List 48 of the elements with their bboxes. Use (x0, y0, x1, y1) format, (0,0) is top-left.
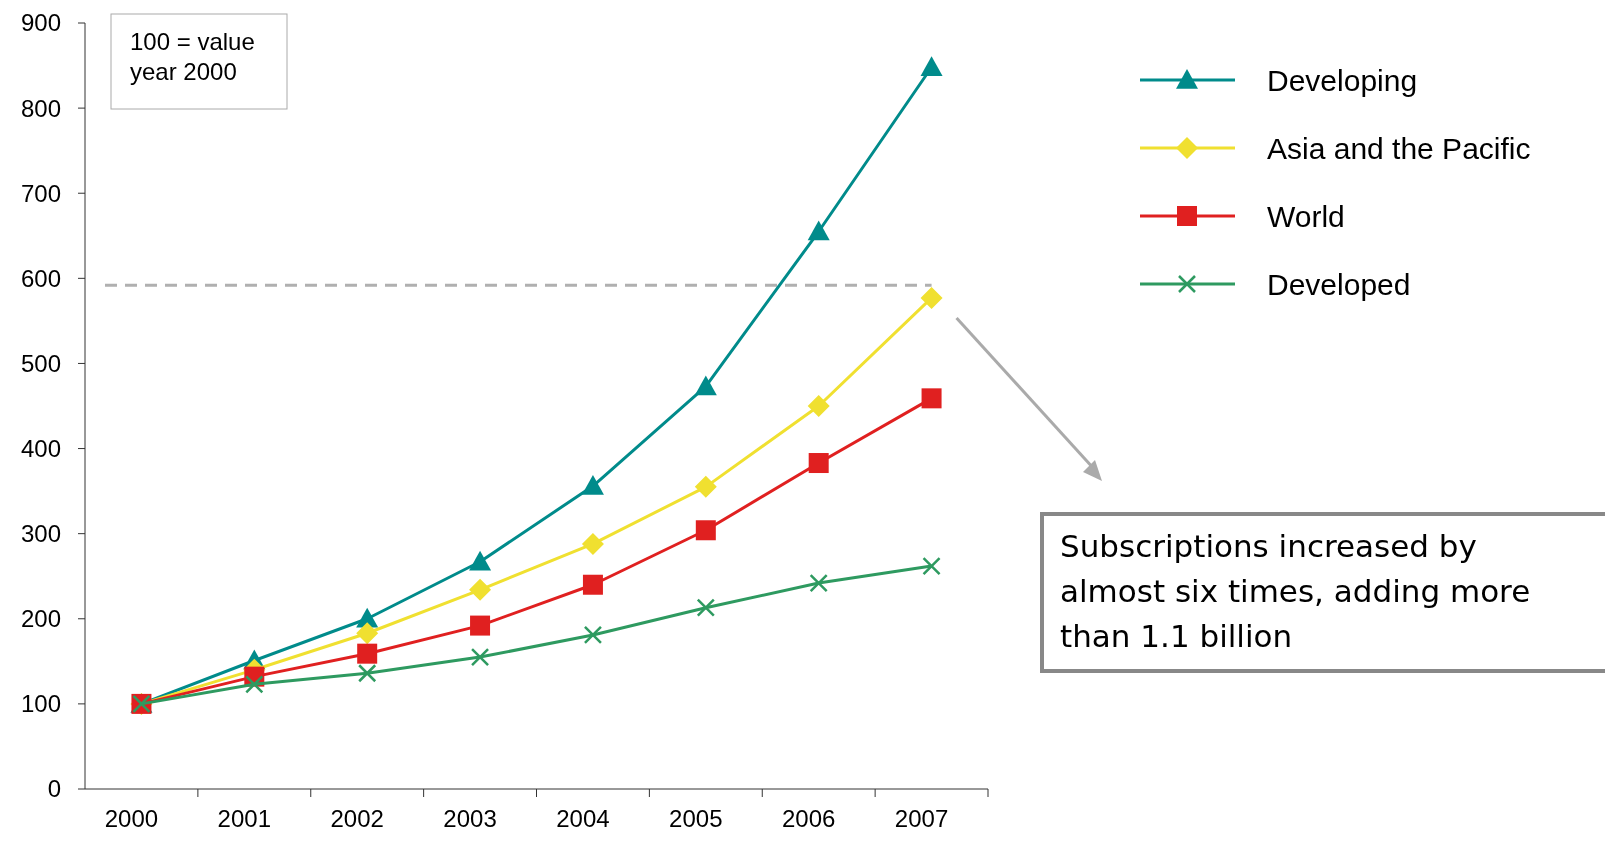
point (808, 453, 829, 474)
point (583, 625, 603, 645)
point (920, 286, 943, 309)
x-tick-label: 2002 (330, 805, 384, 832)
point (357, 643, 378, 664)
y-tick-label: 200 (20, 605, 61, 633)
point (581, 475, 604, 495)
text: Subscriptions increased by almost six times, adding more than 1.1 billion (1059, 527, 1532, 656)
point (469, 550, 492, 571)
point (582, 574, 603, 595)
point (694, 475, 717, 498)
point (694, 375, 717, 396)
point (695, 520, 716, 541)
x-tick-label: 2000 (104, 805, 159, 832)
x-tick-label: 2001 (217, 805, 272, 832)
annotation: 100 = value year 2000 (130, 28, 255, 85)
y-tick-label: 700 (20, 179, 61, 207)
y-tick-label: 400 (20, 434, 61, 462)
x-tick-label: 2007 (894, 805, 949, 832)
legend-label: Asia and the Pacific (1267, 131, 1531, 165)
y-tick-label: 800 (20, 94, 61, 122)
legend-label: World (1267, 199, 1345, 233)
y-tick-label: 600 (20, 264, 61, 292)
x-tick-label: 2005 (669, 805, 723, 832)
point (920, 56, 943, 77)
legend-label: Developing (1267, 63, 1418, 97)
point (245, 675, 264, 694)
point (696, 598, 716, 617)
y-tick-label: 900 (20, 9, 61, 37)
x-tick-label: 2004 (556, 805, 610, 832)
point (356, 622, 379, 645)
point (470, 647, 490, 667)
point (921, 388, 942, 409)
point (807, 220, 830, 241)
y-tick-label: 500 (20, 349, 61, 377)
point (581, 532, 604, 555)
point (470, 615, 491, 636)
point (809, 573, 828, 593)
x-tick-label: 2003 (443, 805, 497, 832)
y-tick-label: 0 (47, 775, 61, 803)
y-tick-label: 100 (20, 690, 61, 718)
y-tick-label: 300 (20, 520, 61, 548)
point (807, 395, 830, 417)
point (922, 556, 941, 576)
x-tick-label: 2006 (781, 805, 836, 832)
point (357, 664, 377, 683)
legend-label: Developed (1267, 267, 1411, 301)
point (469, 578, 492, 601)
